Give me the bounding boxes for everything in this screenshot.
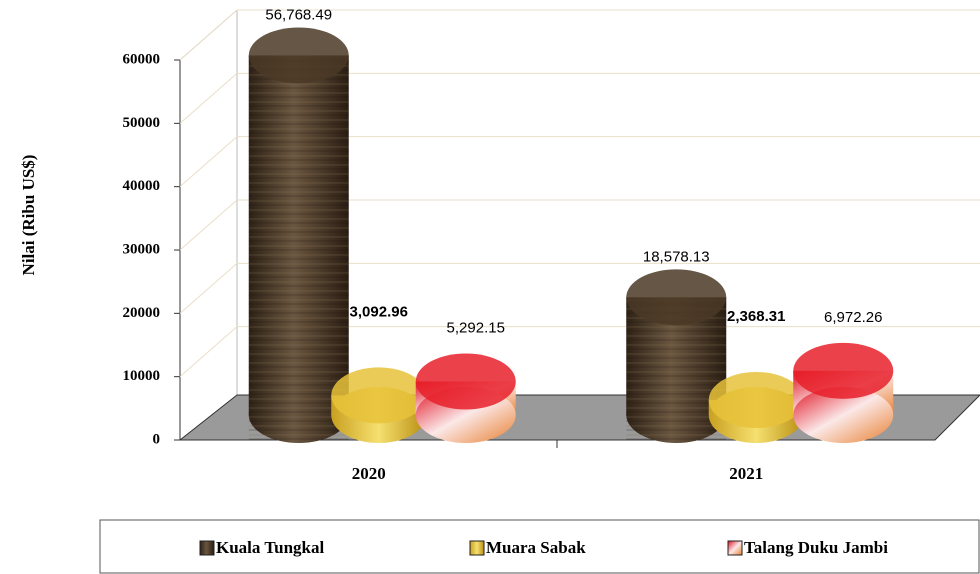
bar-bottom xyxy=(793,387,894,443)
value-label: 3,092.96 xyxy=(350,303,408,320)
grid-line xyxy=(179,326,238,378)
legend-swatch xyxy=(727,540,743,556)
value-label: 2,368.31 xyxy=(727,308,785,325)
grid-line xyxy=(179,72,238,124)
bar-top xyxy=(415,353,516,410)
y-tick-label: 20000 xyxy=(123,305,161,321)
legend-label: Muara Sabak xyxy=(486,538,586,557)
bar xyxy=(793,342,894,443)
y-tick-label: 50000 xyxy=(123,115,161,131)
value-label: 5,292.15 xyxy=(447,319,505,336)
legend-swatch xyxy=(469,540,485,556)
grid-line xyxy=(179,136,238,188)
bar-top xyxy=(708,372,804,429)
value-label: 18,578.13 xyxy=(643,248,710,265)
value-label: 6,972.26 xyxy=(824,309,882,326)
grid-line xyxy=(179,9,238,61)
bar xyxy=(415,353,516,443)
bar xyxy=(248,27,349,444)
value-label: 56,768.49 xyxy=(265,6,332,23)
grid-line xyxy=(179,199,238,251)
bar-top xyxy=(626,269,727,326)
grid-line xyxy=(179,262,238,314)
y-tick-label: 0 xyxy=(153,431,161,447)
bar xyxy=(708,372,804,443)
x-tick-label: 2020 xyxy=(352,464,386,483)
y-tick-label: 60000 xyxy=(123,51,161,67)
bar-top xyxy=(331,367,427,424)
y-axis-title: Nilai (Ribu US$) xyxy=(19,155,38,276)
bar-top xyxy=(248,27,349,84)
legend xyxy=(99,519,980,574)
bar-top xyxy=(793,342,894,399)
legend-label: Kuala Tungkal xyxy=(216,538,324,557)
bar xyxy=(331,367,427,443)
y-tick-label: 30000 xyxy=(123,241,161,257)
x-tick-label: 2021 xyxy=(729,464,763,483)
legend-label: Talang Duku Jambi xyxy=(744,538,888,557)
bar-texture xyxy=(248,55,349,444)
y-tick-label: 40000 xyxy=(123,178,161,194)
y-tick-label: 10000 xyxy=(123,368,161,384)
legend-swatch xyxy=(199,540,215,556)
